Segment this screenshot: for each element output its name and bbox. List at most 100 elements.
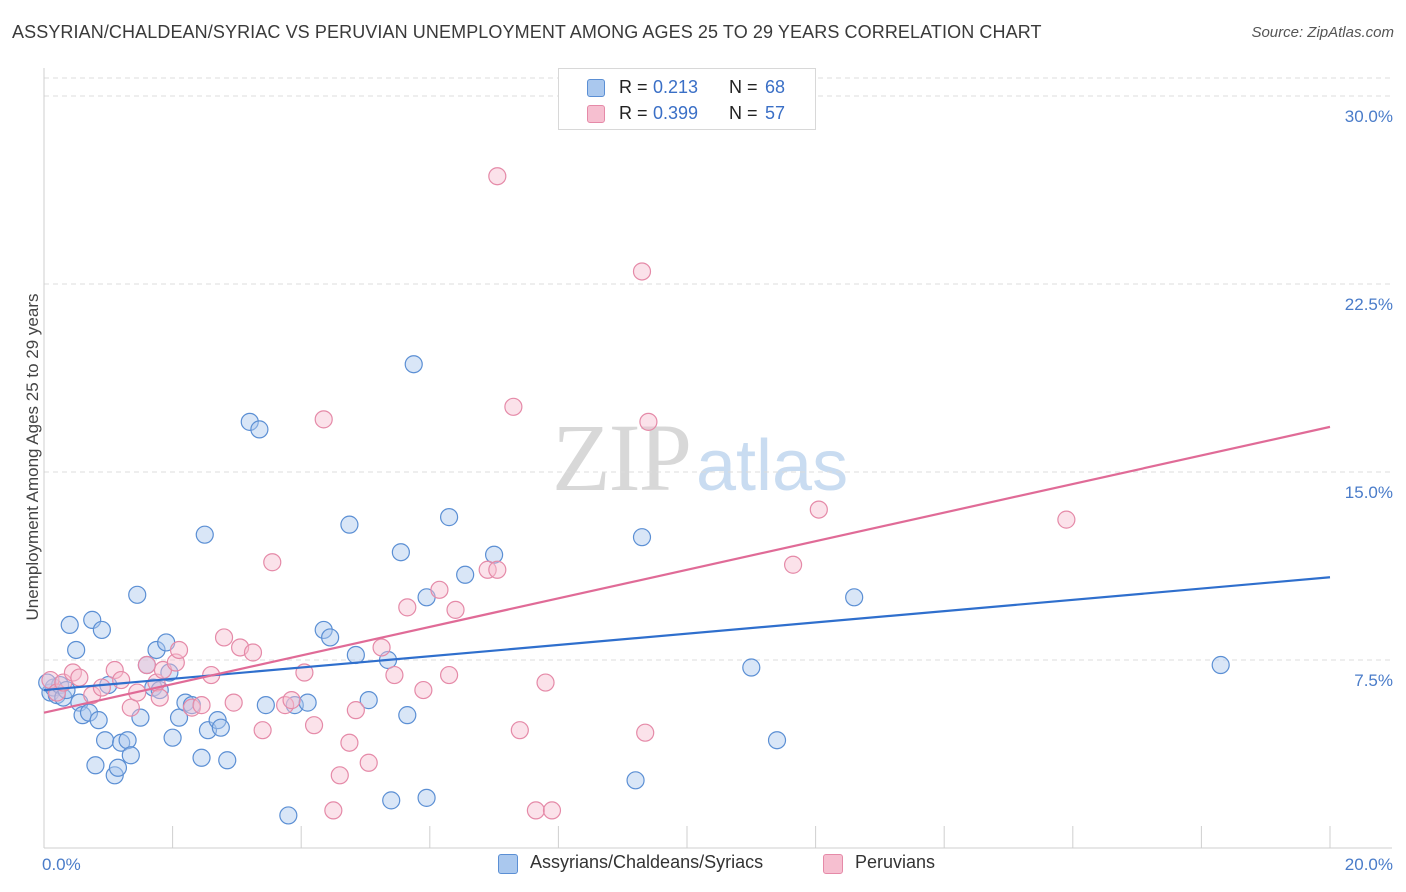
y-axis-label: Unemployment Among Ages 25 to 29 years	[23, 294, 42, 621]
assyrian-point	[147, 640, 166, 660]
assyrian-point	[404, 355, 423, 374]
peruvian-point	[478, 560, 497, 579]
legend-n-label: N =	[729, 77, 758, 97]
legend-swatch-pink	[587, 105, 605, 123]
peruvian-point	[385, 665, 404, 685]
assyrian-point	[86, 756, 105, 775]
y-tick-label: 22.5%	[1345, 295, 1393, 314]
legend-n-label: N =	[729, 103, 758, 123]
assyrian-point	[340, 515, 359, 534]
assyrian-point	[417, 788, 436, 807]
peruvian-point	[282, 691, 301, 710]
legend-r-value: 0.213	[653, 77, 699, 97]
assyrian-point	[456, 565, 475, 584]
assyrian-point	[92, 620, 111, 640]
assyrian-point	[95, 731, 115, 750]
y-tick-label: 15.0%	[1345, 483, 1393, 502]
peruvian-point	[809, 500, 828, 519]
peruvian-point	[636, 723, 655, 742]
y-tick-label: 7.5%	[1354, 671, 1393, 690]
peruvian-point	[112, 670, 131, 690]
watermark-zip: ZIP	[552, 404, 692, 511]
axis-layer	[43, 68, 1392, 849]
assyrian-point	[439, 508, 459, 527]
assyrian-point	[128, 585, 147, 604]
bottom-legend-swatch-blue	[498, 854, 518, 874]
assyrian-point	[108, 758, 128, 777]
peruvian-point	[542, 801, 562, 820]
peruvian-point	[488, 167, 507, 186]
assyrian-point	[1211, 655, 1230, 675]
peruvian-point	[632, 262, 652, 281]
assyrian-point	[211, 718, 230, 737]
peruvian-point	[92, 678, 111, 697]
peruvian-point	[253, 721, 272, 740]
source-label: Source: ZipAtlas.com	[1251, 24, 1394, 41]
watermark: ZIPatlas	[552, 402, 848, 513]
x-tick-label: 20.0%	[1345, 855, 1393, 874]
peruvian-trend-line	[43, 425, 1331, 714]
peruvian-point	[346, 701, 365, 720]
grid-layer	[44, 77, 1392, 661]
assyrian-point	[169, 708, 189, 727]
peruvian-point	[105, 660, 124, 680]
assyrian-point	[742, 658, 761, 677]
assyrian-point	[195, 525, 214, 544]
peruvian-point	[330, 766, 349, 785]
peruvian-point	[70, 668, 89, 687]
peruvian-point	[1057, 510, 1076, 529]
peruvian-point	[372, 638, 391, 657]
peruvian-point	[314, 410, 333, 429]
legend-n-value: 68	[765, 77, 786, 97]
legend-swatch-blue	[587, 79, 605, 97]
peruvian-point	[324, 801, 343, 820]
points-layer	[38, 167, 1230, 825]
assyrian-point	[632, 528, 652, 547]
peruvian-point	[359, 753, 378, 772]
peruvian-point	[192, 696, 211, 715]
peruvian-point	[398, 598, 417, 617]
peruvian-point	[137, 655, 156, 675]
peruvian-point	[639, 412, 658, 431]
assyrian-point	[192, 748, 211, 767]
assyrian-point	[767, 731, 787, 750]
peruvian-point	[224, 693, 243, 712]
y-tick-label: 30.0%	[1345, 107, 1393, 126]
peruvian-point	[169, 640, 189, 660]
trend-layer	[43, 425, 1331, 714]
assyrian-point	[298, 693, 317, 712]
assyrian-point	[279, 806, 298, 825]
assyrian-point	[67, 640, 86, 660]
bottom-legend-label: Peruvians	[855, 852, 936, 872]
watermark-atlas: atlas	[696, 426, 849, 506]
correlation-legend: R = 0.213 N = 68 R = 0.399 N = 57	[558, 68, 816, 130]
chart-title: ASSYRIAN/CHALDEAN/SYRIAC VS PERUVIAN UNE…	[12, 22, 1042, 42]
assyrian-point	[626, 771, 645, 790]
peruvian-point	[214, 628, 234, 647]
assyrian-point	[398, 706, 417, 725]
bottom-legend-swatch-pink	[823, 854, 843, 874]
assyrian-point	[240, 412, 259, 431]
assyrian-point	[382, 791, 401, 810]
peruvian-point	[510, 721, 529, 740]
assyrian-point	[314, 620, 333, 640]
assyrian-point	[346, 645, 365, 665]
assyrian-point	[845, 588, 864, 607]
peruvian-point	[340, 733, 359, 752]
peruvian-point	[526, 801, 545, 820]
peruvian-point	[414, 680, 433, 700]
assyrian-point	[256, 696, 275, 715]
peruvian-point	[304, 716, 324, 735]
assyrian-point	[79, 703, 99, 722]
assyrian-point	[250, 420, 269, 439]
peruvian-point	[263, 553, 282, 572]
peruvian-point	[243, 643, 263, 662]
assyrian-point	[391, 543, 410, 562]
legend-r-label: R =	[619, 77, 648, 97]
assyrian-point	[163, 728, 182, 747]
peruvian-point	[439, 665, 459, 685]
assyrian-point	[485, 545, 504, 564]
legend-r-value: 0.399	[653, 103, 699, 123]
peruvian-point	[504, 397, 523, 416]
